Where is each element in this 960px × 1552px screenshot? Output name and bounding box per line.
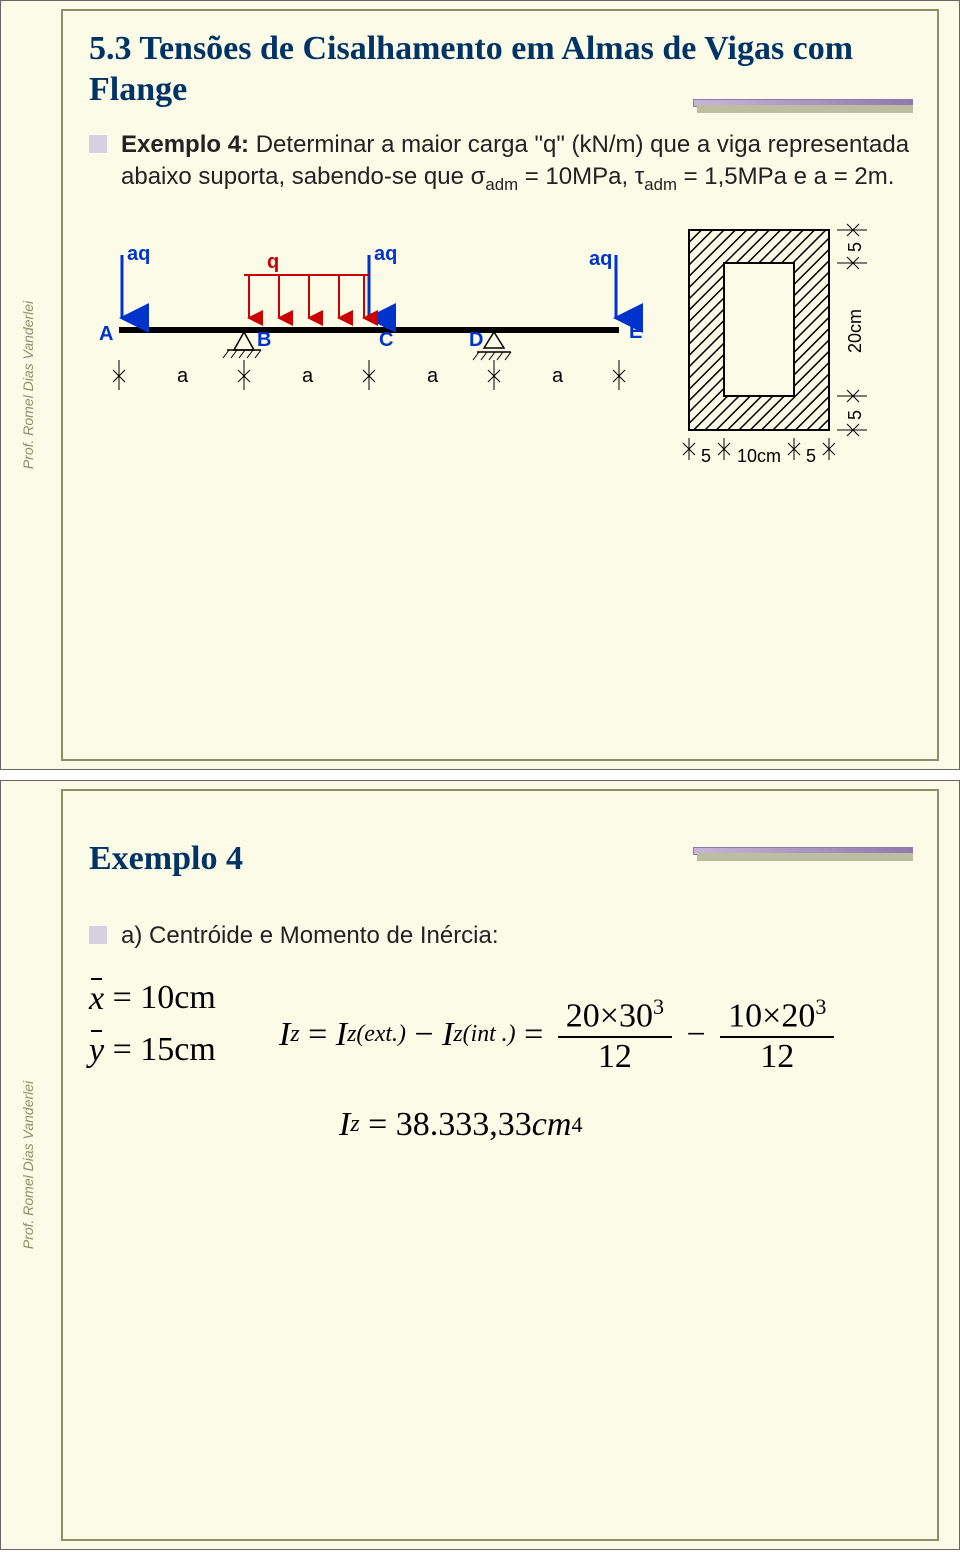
node-a: A <box>99 323 113 345</box>
span-a-4: a <box>552 365 564 387</box>
bullet-icon-2 <box>89 926 107 944</box>
Iz: I <box>279 1016 290 1054</box>
Iz-int: I <box>442 1016 453 1054</box>
Iz-ext: I <box>336 1016 347 1054</box>
yval: 15cm <box>140 1031 216 1069</box>
Iz2-sub: z <box>350 1111 359 1138</box>
bullet-sub2: adm <box>644 175 677 194</box>
slide2-panel: Exemplo 4 a) Centróide e Momento de Inér… <box>61 789 939 1541</box>
beam-svg: aq aq aq q A <box>89 220 919 480</box>
load-aq-1: aq <box>127 243 150 265</box>
f2e: 3 <box>815 994 826 1019</box>
load-aq-3: aq <box>589 248 612 270</box>
bullet-mid: = 10MPa, τ <box>518 163 644 190</box>
f1e: 3 <box>653 994 664 1019</box>
dim-h-3: 5 <box>806 446 816 466</box>
slide-1: Prof. Romel Dias Vanderlei 5.3 Tensões d… <box>0 0 960 770</box>
accent-bar <box>693 99 913 119</box>
node-e: E <box>629 321 642 343</box>
dim-v-1: 5 <box>845 242 865 252</box>
author-sidetext: Prof. Romel Dias Vanderlei <box>7 1 49 769</box>
Iz-int-sub: z(int .) <box>453 1021 515 1048</box>
slide-2: Prof. Romel Dias Vanderlei Exemplo 4 a) … <box>0 780 960 1550</box>
dist-q: q <box>267 251 279 273</box>
inertia-col: Iz = Iz(ext.) − Iz(int .) = 20×303 12 − … <box>279 966 911 1143</box>
bullet-tail: = 1,5MPa e a = 2m. <box>677 163 894 190</box>
author-sidetext-2: Prof. Romel Dias Vanderlei <box>7 781 49 1549</box>
res-val: 38.333,33 <box>396 1106 532 1144</box>
node-c: C <box>379 329 393 351</box>
f2b: 20 <box>781 998 815 1035</box>
f1a: 20 <box>566 998 600 1035</box>
span-a-3: a <box>427 365 439 387</box>
f2a: 10 <box>728 998 762 1035</box>
span-dims <box>113 360 625 390</box>
support-b <box>234 332 254 350</box>
Iz2: I <box>339 1106 350 1144</box>
point-loads: aq aq aq <box>122 243 616 318</box>
dim-v-2: 20cm <box>845 309 865 353</box>
centroid-col: x = 10cm y = 15cm <box>89 966 279 1070</box>
dim-h-1: 5 <box>701 446 711 466</box>
f2d: 12 <box>720 1038 834 1076</box>
bullet-lead: Exemplo 4: <box>121 131 249 158</box>
Iz-sub: z <box>290 1021 299 1048</box>
slide2-bullet: a) Centróide e Momento de Inércia: <box>89 920 911 952</box>
xbar: x <box>89 978 104 1018</box>
author-label: Prof. Romel Dias Vanderlei <box>20 301 36 469</box>
f1b: 30 <box>619 998 653 1035</box>
span-a-1: a <box>177 365 189 387</box>
dist-load: q <box>244 251 369 318</box>
node-d: D <box>469 329 483 351</box>
support-d <box>484 332 504 348</box>
f1d: 12 <box>558 1038 672 1076</box>
dim-v-3: 5 <box>845 410 865 420</box>
Iz-ext-sub: z(ext.) <box>347 1021 406 1048</box>
res-unit: cm <box>532 1106 572 1144</box>
bullet-text-2: a) Centróide e Momento de Inércia: <box>121 920 499 952</box>
bullet-icon <box>89 135 107 153</box>
bullet-text: Exemplo 4: Determinar a maior carga "q" … <box>121 129 911 197</box>
bullet-sub1: adm <box>485 175 518 194</box>
accent-bar-2 <box>693 847 913 867</box>
node-labels: A B C D E <box>99 321 642 351</box>
xval: 10cm <box>140 979 216 1017</box>
res-exp: 4 <box>571 1112 582 1138</box>
author-label-2: Prof. Romel Dias Vanderlei <box>20 1081 36 1249</box>
node-b: B <box>257 329 271 351</box>
cross-section: 5 10cm 5 <box>683 224 867 466</box>
equation-row: x = 10cm y = 15cm Iz = Iz(ext.) − Iz(int… <box>89 966 911 1143</box>
slide1-panel: 5.3 Tensões de Cisalhamento em Almas de … <box>61 9 939 761</box>
diagram-area: aq aq aq q A <box>89 220 911 480</box>
ybar: y <box>89 1030 104 1070</box>
slide1-bullet: Exemplo 4: Determinar a maior carga "q" … <box>89 129 911 197</box>
load-aq-2: aq <box>374 243 397 265</box>
span-a-2: a <box>302 365 314 387</box>
dim-h-2: 10cm <box>737 446 781 466</box>
